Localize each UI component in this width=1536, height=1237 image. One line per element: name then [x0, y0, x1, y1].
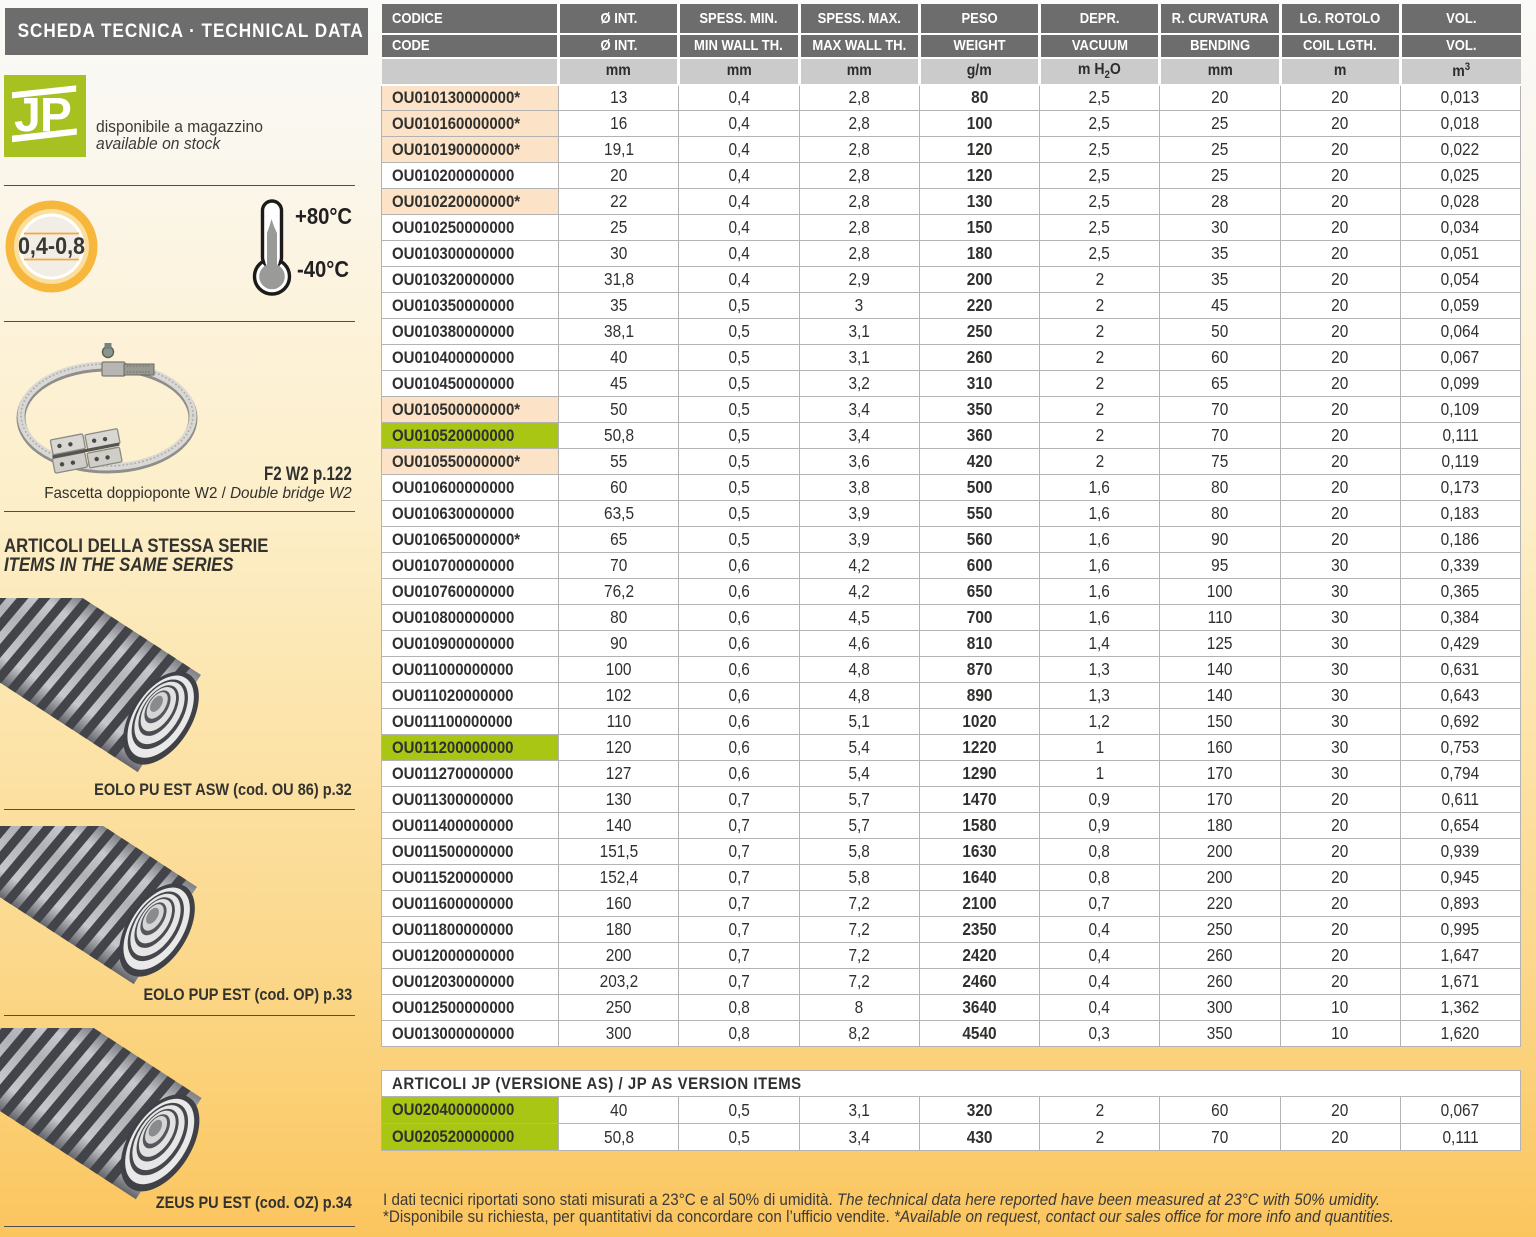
svg-text:JP: JP — [14, 89, 71, 142]
svg-text:0,4-0,8: 0,4-0,8 — [18, 232, 85, 260]
